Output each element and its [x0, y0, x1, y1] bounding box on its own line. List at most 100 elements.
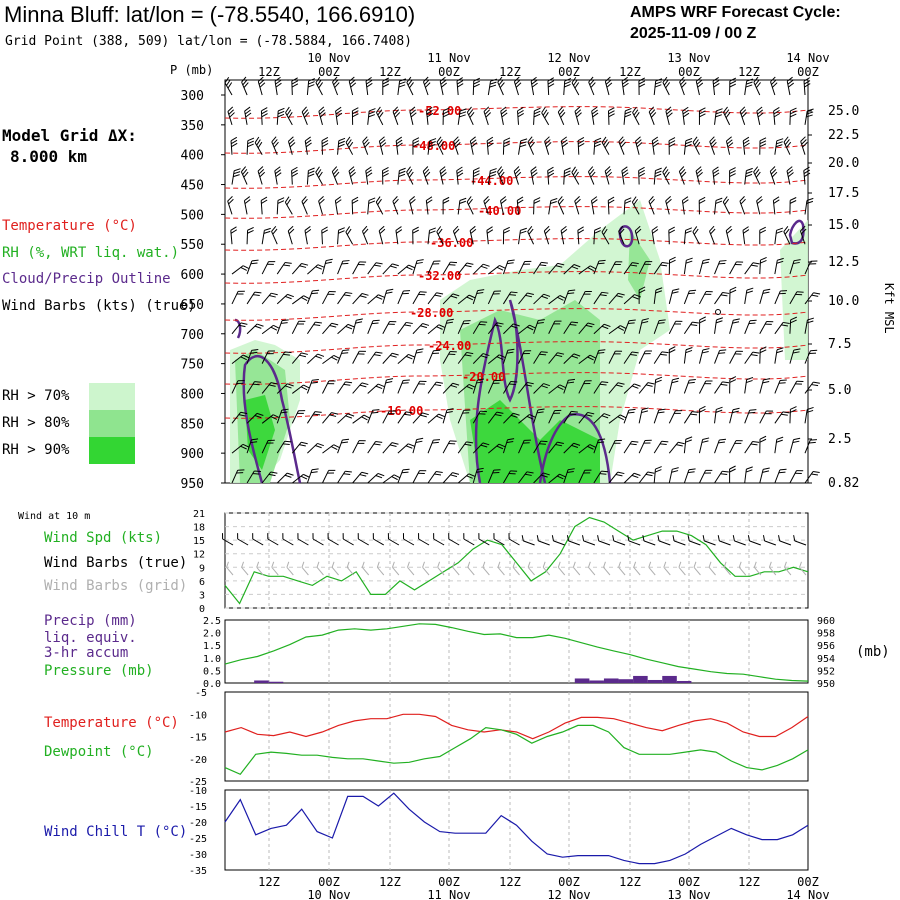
wind-barb-flag — [745, 84, 753, 88]
wind-barb-flag — [464, 443, 472, 446]
wind-barb — [653, 440, 669, 454]
wind-barb-flag — [779, 292, 786, 295]
wind-barb — [530, 76, 538, 96]
wind-barb-flag — [243, 82, 249, 88]
wind-barb-shaft — [331, 171, 339, 185]
wind-barb-flag — [275, 172, 282, 178]
wind-barb-flag — [695, 76, 702, 82]
surface-wind-barb-flag — [252, 533, 254, 540]
wind-barb-shaft — [261, 414, 274, 424]
wind-barb — [427, 324, 446, 335]
wind-barb-shaft — [548, 384, 560, 394]
wind-barb-flag — [759, 140, 767, 145]
wind-barb-flag — [405, 411, 413, 414]
wind-barb-flag — [605, 76, 611, 82]
wind-barb — [517, 107, 524, 125]
wind-barb-shaft — [486, 140, 489, 155]
wind-barb — [457, 473, 476, 484]
wind-barb-flag — [466, 385, 473, 390]
wind-barb-shaft — [604, 170, 610, 185]
wind-barb-flag — [733, 318, 740, 321]
wind-barb-flag — [466, 196, 472, 203]
wind-barb-shaft — [578, 322, 589, 335]
grid-wind-barb — [361, 561, 370, 576]
wind-barb-flag — [601, 470, 609, 473]
wind-barb — [578, 265, 597, 275]
wind-barb-flag — [277, 113, 285, 118]
wind-barb-flag — [236, 382, 244, 384]
surface-wind-barb-flag — [297, 533, 299, 540]
wind-barb — [578, 380, 592, 394]
wind-barb-shaft — [332, 81, 339, 96]
wind-barb — [382, 166, 389, 185]
wind-barb-shaft — [698, 260, 704, 275]
wind-barb — [783, 226, 791, 245]
grid-wind-barb-flag — [648, 561, 652, 568]
wind-barb — [593, 349, 606, 364]
wind-barb-flag — [476, 381, 484, 384]
wind-barb — [488, 354, 506, 365]
wind-barb — [774, 468, 787, 484]
wind-barb-shaft — [425, 200, 429, 215]
wind-barb-flag — [590, 82, 596, 88]
wind-barb — [563, 264, 581, 275]
wind-barb-shaft — [231, 265, 244, 275]
wind-barb-flag — [745, 170, 753, 175]
wind-barb-flag — [528, 139, 534, 145]
wind-barb-flag — [524, 439, 531, 441]
wind-barb-flag — [591, 109, 598, 115]
wind-barb — [442, 408, 454, 424]
wind-barb-flag — [469, 112, 475, 118]
wind-barb — [739, 196, 746, 215]
wind-barb-shaft — [397, 264, 409, 275]
wind-barb-shaft — [578, 380, 586, 394]
grid-wind-barb — [663, 561, 671, 576]
wind-barb-shaft — [543, 230, 550, 245]
wind-barb — [653, 466, 662, 484]
wind-barb — [774, 347, 784, 364]
wind-barb-flag — [622, 82, 629, 88]
wind-barb-flag — [382, 172, 389, 177]
wind-barb — [518, 471, 534, 484]
wind-barb-flag — [712, 77, 719, 82]
wind-barb-flag — [259, 82, 266, 88]
wind-barb-flag — [771, 79, 777, 85]
wind-barb-flag — [291, 169, 298, 174]
wind-barb — [533, 293, 551, 305]
wind-barb — [457, 409, 471, 424]
wind-barb-flag — [809, 263, 817, 265]
wind-barb-flag — [789, 197, 797, 201]
wind-barb-flag — [497, 76, 503, 83]
wind-barb-flag — [787, 172, 794, 178]
wind-barb-flag — [592, 112, 599, 118]
wind-barb-shaft — [593, 292, 603, 305]
wind-barb-flag — [746, 167, 753, 172]
wind-barb-flag — [254, 381, 262, 383]
surface-wind-barb-flag — [493, 533, 495, 540]
wind-barb-flag — [699, 408, 706, 413]
pressure-tick: 960 — [817, 616, 835, 627]
pressure-tick-label: 450 — [181, 179, 204, 194]
wind-barb-flag — [746, 376, 754, 381]
wind-barb-flag — [614, 263, 621, 266]
grid-wind-barb-shaft — [648, 567, 656, 576]
wind-barb-flag — [368, 111, 376, 115]
top-hour-label: 12Z — [619, 65, 641, 79]
wind-barb-flag — [750, 354, 758, 357]
wind-barb — [623, 351, 639, 364]
wind-barb-shaft — [260, 200, 263, 215]
wind-barb-flag — [447, 318, 454, 321]
wind-barb-flag — [302, 198, 308, 205]
grid-wind-barb-flag — [361, 561, 365, 568]
wind-barb-flag — [783, 226, 789, 232]
wind-barb — [260, 107, 268, 125]
wind-barb-flag — [608, 199, 615, 204]
surface-wind-barb-flag — [747, 535, 750, 541]
wind-barb-flag — [567, 468, 575, 471]
wind-barb — [322, 469, 336, 484]
wind-barb — [557, 196, 565, 215]
wind-barb — [231, 168, 241, 185]
temperature-contour-label: -24.00 — [428, 339, 471, 353]
windchill-label: Wind Chill T (°C) — [44, 824, 187, 840]
wind-barb-flag — [668, 143, 676, 148]
